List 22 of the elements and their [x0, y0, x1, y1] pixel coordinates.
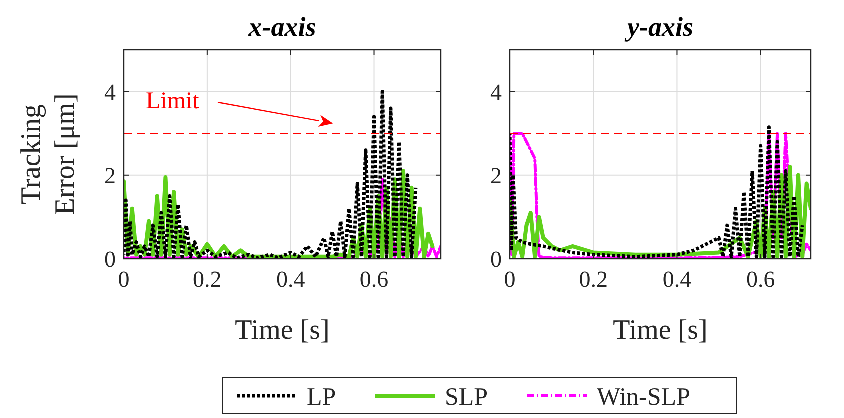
- y-tick-label: 2: [104, 163, 116, 188]
- ref-line-label: Limit: [146, 88, 200, 115]
- x-tick-label: 0.6: [746, 267, 776, 292]
- y-tick-label: 0: [490, 247, 502, 272]
- y-tick-label: 0: [104, 247, 116, 272]
- chart-title: y-axis: [624, 12, 694, 42]
- chart-title: x-axis: [248, 12, 316, 42]
- x-tick-label: 0.2: [193, 267, 222, 292]
- y-tick-label: 2: [490, 163, 502, 188]
- legend-label: LP: [307, 384, 336, 411]
- x-tick-label: 0.4: [276, 267, 306, 292]
- legend-label: SLP: [445, 384, 488, 411]
- x-tick-label: 0.4: [662, 267, 692, 292]
- line-series: [124, 90, 418, 259]
- y-tick-label: 4: [104, 80, 116, 105]
- legend-label: Win-SLP: [597, 384, 690, 411]
- y-tick-label: 4: [490, 80, 502, 105]
- x-axis-title: Time [s]: [235, 315, 330, 346]
- x-tick-label: 0.6: [360, 267, 389, 292]
- y-axis-title: Tracking Error [μm]: [16, 94, 81, 216]
- x-tick-label: 0.2: [579, 267, 608, 292]
- x-axis-title: Time [s]: [613, 315, 708, 346]
